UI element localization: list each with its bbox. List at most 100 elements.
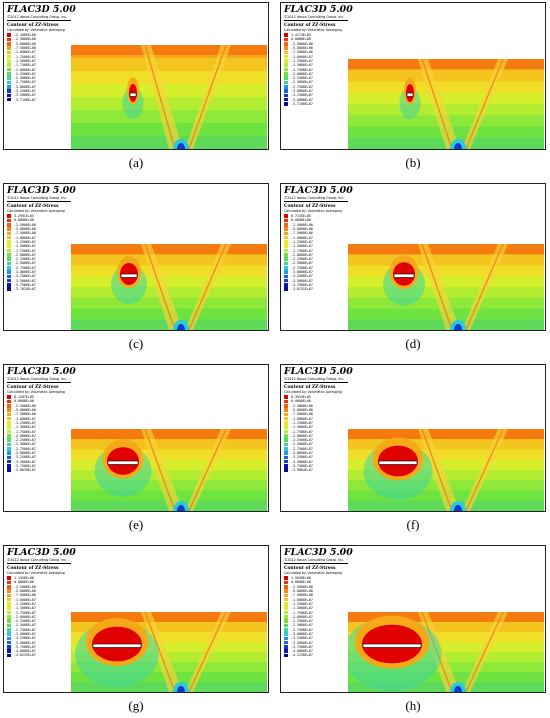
- stress-concentration-core: [454, 686, 462, 692]
- legend-value: -1.2500E+07: [291, 239, 313, 244]
- legend-value: -2.5000E+06: [14, 37, 36, 42]
- panel-label: (d): [405, 336, 421, 351]
- excavation-opening: [107, 460, 139, 465]
- legend-swatch: [7, 33, 11, 37]
- fault-line: [465, 58, 504, 149]
- legend-swatch: [7, 67, 11, 72]
- contour-plot: [348, 428, 544, 511]
- legend-entry: -3.0000E+07: [284, 270, 348, 274]
- legend-value: -3.2500E+07: [14, 455, 36, 460]
- legend-swatch: [284, 421, 288, 425]
- legend-swatch: [284, 593, 288, 598]
- legend-value: -7.5000E+06: [14, 46, 36, 51]
- legend-swatch: [7, 41, 11, 46]
- legend-entry: -1.0000E+07: [7, 416, 71, 421]
- legend-entry: 0.0000E+00: [7, 218, 71, 222]
- legend-entry: -3.5000E+07: [284, 97, 348, 102]
- color-legend: 1.4174E+05 0.0000E+00 -2.5000E+06 -5.0000E+…: [284, 33, 348, 106]
- legend-value: -2.5000E+07: [291, 80, 313, 85]
- legend-value: -7.5000E+06: [291, 593, 313, 598]
- legend-entry: -2.5000E+06: [284, 585, 348, 589]
- legend-swatch: [284, 231, 288, 236]
- stress-band: [348, 449, 544, 461]
- legend-entry: -1.7500E+07: [7, 63, 71, 67]
- legend-entry: -2.5000E+07: [284, 442, 348, 446]
- legend-swatch: [284, 649, 288, 653]
- legend-entry: -1.0000E+07: [284, 235, 348, 240]
- legend-value: -1.0000E+07: [14, 597, 36, 602]
- fault-zone-left: [141, 45, 183, 149]
- software-title: FLAC3D 5.00: [7, 547, 76, 558]
- stress-band: [71, 265, 267, 278]
- legend-entry: -4.1238E+07: [284, 653, 348, 657]
- legend-swatch: [7, 278, 11, 283]
- color-legend: 3.2991E+05 0.0000E+00 -2.5000E+06 -5.0000E+…: [7, 214, 71, 291]
- legend-entry: -3.5000E+07: [7, 93, 71, 97]
- legend-entry: -1.2500E+07: [7, 421, 71, 425]
- legend-value: -2.5000E+07: [291, 261, 313, 266]
- legend-value: -2.7500E+07: [14, 627, 36, 632]
- legend-entry: -5.0000E+06: [284, 227, 348, 231]
- legend-entry: -1.0000E+07: [7, 235, 71, 240]
- legend-entry: 0.0000E+00: [284, 37, 348, 41]
- legend-value: -4.0235E+07: [14, 653, 36, 658]
- color-legend: 8.1287E+05 0.0000E+00 -2.5000E+06 -5.0000E+…: [7, 395, 71, 472]
- legend-swatch: [7, 438, 11, 442]
- legend-value: -2.0000E+07: [291, 433, 313, 438]
- legend-swatch: [7, 602, 11, 606]
- legend-value: -3.5000E+07: [291, 278, 313, 283]
- legend-entry: -2.0000E+07: [284, 72, 348, 76]
- legend-value: -7.5000E+06: [14, 412, 36, 417]
- legend-value: -1.7500E+07: [291, 67, 313, 72]
- legend-value: -3.2500E+07: [291, 455, 313, 460]
- panel-label: (b): [405, 155, 421, 170]
- legend-swatch: [7, 645, 11, 649]
- legend-entry: -2.0000E+07: [7, 615, 71, 619]
- legend-swatch: [284, 653, 288, 658]
- legend-value: -3.9064E+07: [291, 468, 313, 473]
- legend-value: -1.7500E+07: [14, 429, 36, 434]
- legend-swatch: [7, 84, 11, 89]
- legend-entry: -1.5000E+07: [284, 606, 348, 610]
- legend-value: -3.7500E+07: [14, 644, 36, 649]
- surface-layer: [71, 429, 267, 439]
- stress-band: [71, 632, 267, 643]
- legend-swatch: [284, 248, 288, 253]
- legend-entry: -3.2500E+07: [7, 455, 71, 459]
- contour-note: Calculated by: Volumetric Averaging: [7, 209, 65, 213]
- legend-entry: -3.5000E+07: [7, 278, 71, 283]
- legend-value: -1.7500E+07: [291, 429, 313, 434]
- legend-swatch: [284, 93, 288, 98]
- legend-swatch: [284, 412, 288, 417]
- legend-swatch: [284, 623, 288, 628]
- stress-band: [71, 58, 267, 72]
- software-title: FLAC3D 5.00: [284, 185, 353, 196]
- legend-entry: -3.0000E+07: [284, 89, 348, 93]
- figure-panel: FLAC3D 5.00 ©2012 Itasca Consulting Group…: [3, 545, 269, 693]
- legend-swatch: [284, 235, 288, 240]
- legend-value: 0.0000E+00: [291, 37, 311, 42]
- legend-swatch: [7, 395, 11, 399]
- excavation-opening: [393, 273, 415, 278]
- legend-value: -3.7500E+07: [14, 282, 36, 287]
- fault-line: [144, 243, 176, 330]
- fault-line: [188, 45, 227, 149]
- legend-swatch: [284, 283, 288, 287]
- software-title: FLAC3D 5.00: [284, 547, 353, 558]
- legend-value: -3.2500E+07: [14, 89, 36, 93]
- figure-panel: FLAC3D 5.00 ©2012 Itasca Consulting Group…: [280, 364, 546, 512]
- legend-swatch: [7, 248, 11, 253]
- legend-swatch: [284, 464, 288, 468]
- legend-swatch: [7, 227, 11, 231]
- legend-swatch: [284, 395, 288, 399]
- legend-swatch: [7, 584, 11, 589]
- legend-value: 1.1358E+06: [14, 576, 34, 581]
- legend-swatch: [284, 278, 288, 283]
- legend-entry: -1.5000E+07: [284, 63, 348, 67]
- stress-band: [348, 81, 544, 94]
- stress-band: [71, 276, 267, 288]
- legend-value: 1.5638E+06: [291, 576, 311, 581]
- legend-value: 6.7145E+05: [291, 214, 311, 219]
- legend-entry: -1.0000E+07: [284, 597, 348, 602]
